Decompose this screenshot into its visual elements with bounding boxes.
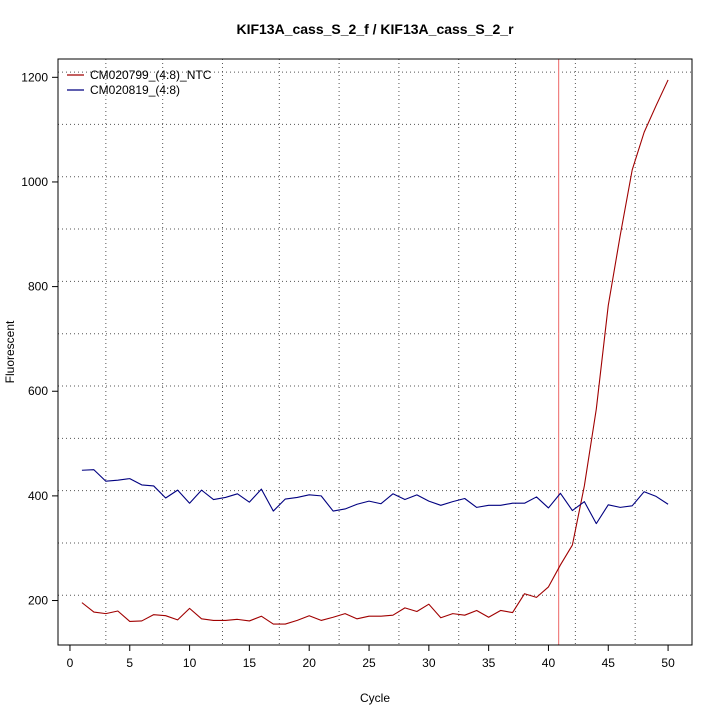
x-tick-label: 30 <box>422 656 436 670</box>
x-tick-label: 5 <box>126 656 133 670</box>
series-lines <box>81 79 669 625</box>
legend-label-1: CM020799_(4:8)_NTC <box>90 68 212 82</box>
x-tick-label: 25 <box>362 656 376 670</box>
y-tick-label: 1200 <box>21 70 48 84</box>
x-tick-label: 20 <box>303 656 317 670</box>
y-tick-label: 1000 <box>21 175 48 189</box>
x-tick-label: 40 <box>542 656 556 670</box>
grid <box>58 59 692 645</box>
y-tick-label: 600 <box>28 384 48 398</box>
chart-title: KIF13A_cass_S_2_f / KIF13A_cass_S_2_r <box>236 21 514 37</box>
x-tick-label: 10 <box>183 656 197 670</box>
y-tick-label: 200 <box>28 594 48 608</box>
x-axis-label: Cycle <box>360 691 390 705</box>
plot-frame <box>57 58 693 646</box>
x-tick-label: 45 <box>602 656 616 670</box>
legend-label-2: CM020819_(4:8) <box>90 83 180 97</box>
x-axis: 0 5 10 15 20 25 30 35 40 45 50 <box>67 645 675 670</box>
y-tick-label: 800 <box>28 280 48 294</box>
series-line-2 <box>81 469 669 525</box>
y-tick-label: 400 <box>28 489 48 503</box>
x-tick-label: 15 <box>243 656 257 670</box>
y-axis-label: Fluorescent <box>3 320 17 383</box>
x-tick-label: 0 <box>67 656 74 670</box>
series-line-1 <box>81 79 669 625</box>
x-tick-label: 35 <box>482 656 496 670</box>
y-axis: 200 400 600 800 1000 1200 <box>21 70 58 608</box>
x-tick-label: 50 <box>661 656 675 670</box>
